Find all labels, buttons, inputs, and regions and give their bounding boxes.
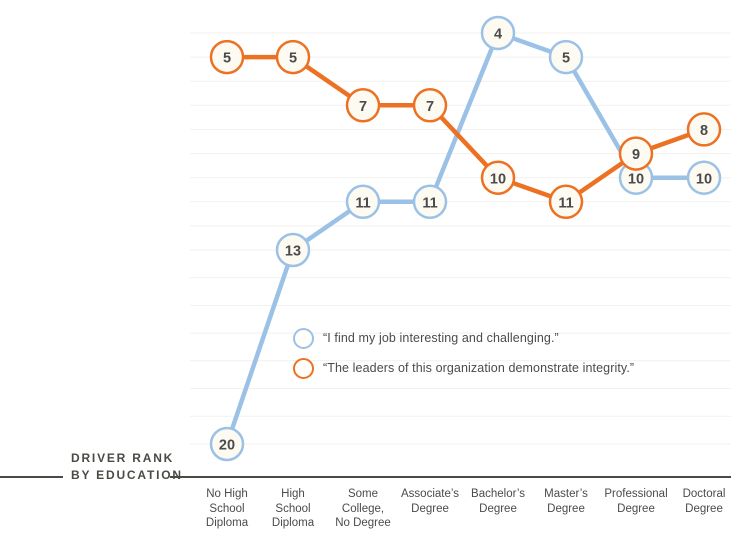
legend-swatch-orange-circle-icon bbox=[293, 357, 314, 379]
data-point bbox=[548, 39, 584, 75]
x-axis-label: Associate’s Degree bbox=[401, 488, 459, 515]
data-point-value: 4 bbox=[494, 27, 502, 43]
data-point-value: 9 bbox=[632, 147, 640, 163]
legend: “I find my job interesting and challengi… bbox=[293, 327, 634, 387]
data-point-value: 10 bbox=[628, 171, 644, 187]
data-point bbox=[480, 15, 516, 51]
data-point-value: 5 bbox=[562, 51, 570, 67]
data-point-value: 11 bbox=[422, 195, 437, 211]
data-point bbox=[480, 160, 516, 195]
data-point-value: 8 bbox=[700, 123, 708, 139]
data-point bbox=[686, 160, 722, 195]
data-point bbox=[548, 184, 584, 220]
data-point-value: 5 bbox=[223, 51, 231, 67]
data-point-value: 5 bbox=[289, 51, 297, 67]
data-point bbox=[275, 232, 311, 268]
data-point-value: 10 bbox=[490, 171, 506, 187]
data-point-value: 7 bbox=[359, 99, 367, 115]
axis-line-left-segment bbox=[0, 476, 63, 478]
x-axis-label: Bachelor’s Degree bbox=[471, 488, 525, 515]
legend-item-orange: “The leaders of this organization demons… bbox=[293, 357, 634, 379]
data-point bbox=[209, 426, 245, 462]
data-point bbox=[412, 88, 448, 123]
x-axis-label: No High School Diploma bbox=[205, 488, 249, 530]
legend-label-orange: “The leaders of this organization demons… bbox=[323, 361, 635, 375]
data-point-value: 11 bbox=[558, 195, 573, 211]
axis-line-right-segment bbox=[170, 476, 731, 478]
data-point-value: 13 bbox=[285, 244, 301, 260]
x-axis-label: Master’s Degree bbox=[544, 488, 588, 515]
data-point bbox=[209, 39, 245, 75]
data-point bbox=[275, 39, 311, 75]
data-point bbox=[345, 88, 381, 123]
x-axis-label: High School Diploma bbox=[271, 488, 315, 530]
data-point bbox=[345, 184, 381, 220]
data-point bbox=[686, 112, 722, 147]
legend-swatch-blue-circle-icon bbox=[293, 327, 314, 349]
chart-title-line1: DRIVER RANK bbox=[71, 451, 175, 465]
chart-title-line2: BY EDUCATION bbox=[71, 468, 183, 482]
x-axis-label: Doctoral Degree bbox=[682, 488, 726, 515]
chart-title: DRIVER RANK BY EDUCATION bbox=[71, 450, 183, 484]
data-point bbox=[412, 184, 448, 220]
data-point bbox=[618, 136, 654, 171]
data-point-value: 11 bbox=[355, 195, 370, 211]
x-axis-label: Professional Degree bbox=[604, 488, 668, 515]
legend-label-blue: “I find my job interesting and challengi… bbox=[323, 331, 559, 345]
data-point-value: 7 bbox=[426, 99, 434, 115]
legend-item-blue: “I find my job interesting and challengi… bbox=[293, 327, 634, 349]
x-axis-label: Some College, No Degree bbox=[335, 488, 391, 530]
data-point-value: 20 bbox=[219, 438, 235, 454]
data-point-value: 10 bbox=[696, 171, 712, 187]
